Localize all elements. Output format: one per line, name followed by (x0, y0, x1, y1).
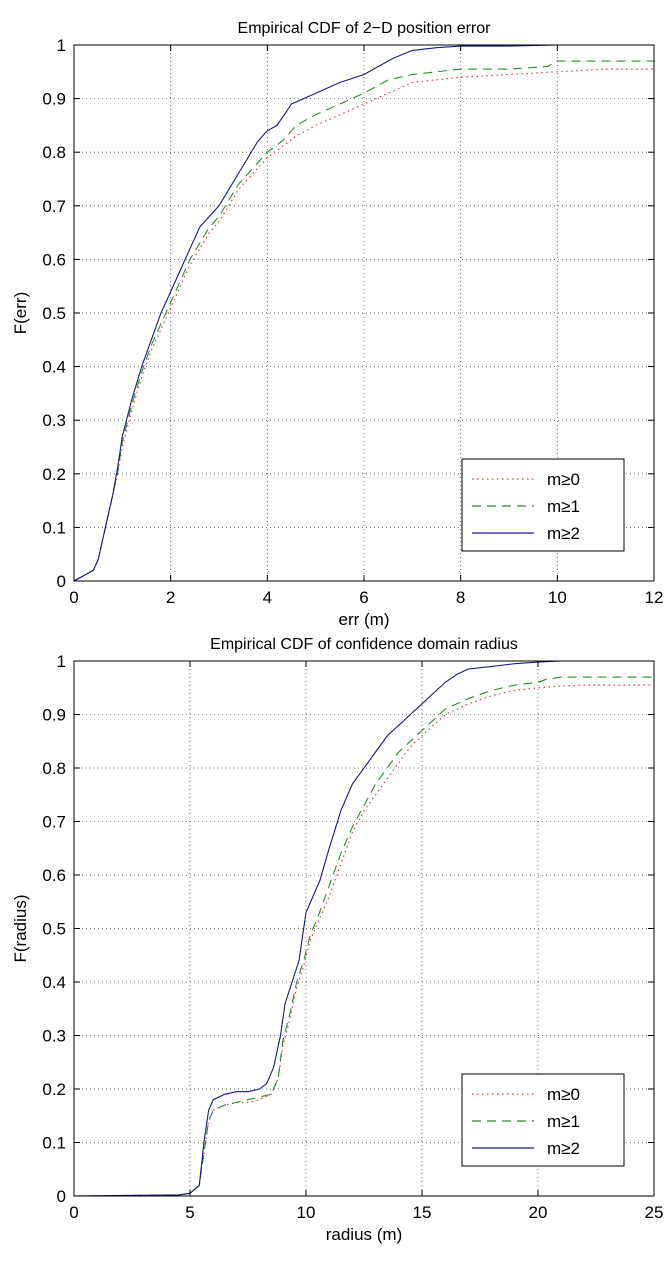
legend-label: m≥2 (547, 524, 580, 543)
x-tick-label: 4 (263, 588, 272, 607)
x-axis-label: err (m) (339, 610, 390, 629)
y-tick-label: 0.1 (42, 1134, 66, 1153)
y-tick-label: 0.5 (42, 304, 66, 323)
series-line-m-ge-1 (73, 60, 654, 582)
y-tick-label: 0.8 (42, 759, 66, 778)
y-tick-label: 0.9 (42, 90, 66, 109)
y-tick-label: 0.9 (42, 706, 66, 725)
x-tick-label: 0 (69, 588, 78, 607)
x-tick-label: 15 (413, 1203, 432, 1222)
chart-title: Empirical CDF of 2−D position error (238, 20, 492, 37)
x-tick-label: 20 (529, 1203, 548, 1222)
y-tick-label: 0.7 (42, 813, 66, 832)
x-axis-label: radius (m) (326, 1225, 403, 1244)
y-tick-label: 0.2 (42, 1080, 66, 1099)
y-tick-label: 0.3 (42, 1027, 66, 1046)
y-tick-label: 0.7 (42, 197, 66, 216)
x-tick-label: 0 (69, 1203, 78, 1222)
y-tick-label: 1 (57, 652, 66, 671)
legend-label: m≥0 (547, 1085, 580, 1104)
y-tick-label: 0.8 (42, 143, 66, 162)
x-tick-label: 10 (548, 588, 567, 607)
series-line-m-ge-2 (73, 660, 654, 1197)
y-axis-label: F(err) (11, 292, 30, 334)
y-tick-label: 0.5 (42, 920, 66, 939)
x-tick-label: 25 (645, 1203, 664, 1222)
legend-box (461, 1073, 625, 1167)
x-tick-label: 6 (359, 588, 368, 607)
legend-label: m≥2 (547, 1139, 580, 1158)
series-line-m-ge-2 (73, 44, 654, 582)
chart-title: Empirical CDF of confidence domain radiu… (210, 636, 518, 653)
y-tick-label: 0.6 (42, 250, 66, 269)
x-tick-label: 8 (456, 588, 465, 607)
x-tick-label: 10 (297, 1203, 316, 1222)
y-tick-label: 0 (57, 572, 66, 591)
y-tick-label: 0.6 (42, 866, 66, 885)
series-line-m-ge-1 (73, 676, 654, 1197)
y-tick-label: 0.4 (42, 358, 66, 377)
chart-confidence-radius: 0 5 10 15 20 25 0 0.1 0.2 0.3 0.4 0.5 0.6 0.7 0.8 0.9 1 E… (11, 636, 663, 1244)
legend-box (461, 458, 625, 552)
y-tick-label: 0.3 (42, 411, 66, 430)
chart-position-error: 0 2 4 6 8 10 12 0 0.1 0.2 0.3 0.4 0.5 0.6 0.7 0.8 0.9 1 Em… (11, 20, 663, 629)
y-axis-label: F(radius) (11, 894, 30, 962)
y-tick-label: 0.1 (42, 518, 66, 537)
legend-label: m≥1 (547, 497, 580, 516)
x-tick-label: 2 (166, 588, 175, 607)
x-tick-label: 12 (645, 588, 664, 607)
y-tick-label: 0.2 (42, 465, 66, 484)
y-tick-label: 0.4 (42, 973, 66, 992)
y-tick-label: 1 (57, 36, 66, 55)
series-line-m-ge-0 (73, 68, 654, 582)
legend-label: m≥1 (547, 1112, 580, 1131)
legend-label: m≥0 (547, 470, 580, 489)
x-tick-label: 5 (185, 1203, 194, 1222)
y-tick-label: 0 (57, 1187, 66, 1206)
